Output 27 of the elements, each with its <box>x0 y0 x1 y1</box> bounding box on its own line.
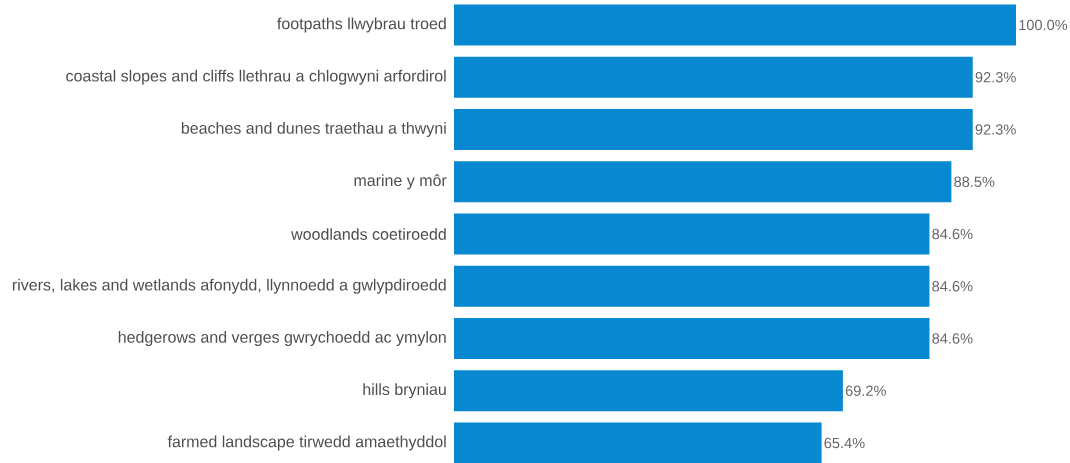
data-label: 88.5% <box>954 176 995 187</box>
bar <box>454 370 843 412</box>
bar <box>454 56 973 98</box>
bar <box>454 318 930 360</box>
bar <box>454 161 952 203</box>
y-tick-label: marine y môr <box>354 174 447 190</box>
data-label: 84.6% <box>932 281 973 292</box>
y-tick-label: hedgerows and verges gwrychoedd ac ymylon <box>118 331 446 346</box>
y-tick-label: beaches and dunes traethau a thwyni <box>181 122 446 137</box>
data-label: 92.3% <box>975 124 1016 135</box>
data-label: 84.6% <box>932 333 973 344</box>
bar <box>454 213 930 255</box>
y-tick-label: rivers, lakes and wetlands afonydd, llynnoedd a gwlypdiroedd <box>12 278 446 294</box>
data-label: 92.3% <box>975 72 1016 83</box>
data-label: 69.2% <box>845 385 886 396</box>
y-tick-label: woodlands coetiroedd <box>291 228 446 240</box>
bar <box>454 4 1017 46</box>
y-tick-label: coastal slopes and cliffs llethrau a chlogwyni arfordirol <box>66 69 446 85</box>
data-label: 84.6% <box>932 228 973 240</box>
data-label: 65.4% <box>824 437 865 449</box>
y-tick-label: hills bryniau <box>363 383 446 399</box>
data-label: 100.0% <box>1019 19 1068 31</box>
y-tick-label: footpaths llwybrau troed <box>277 17 446 33</box>
y-tick-label: farmed landscape tirwedd amaethyddol <box>167 435 446 451</box>
bar <box>454 265 930 307</box>
bar <box>454 422 822 463</box>
bar <box>454 109 973 151</box>
